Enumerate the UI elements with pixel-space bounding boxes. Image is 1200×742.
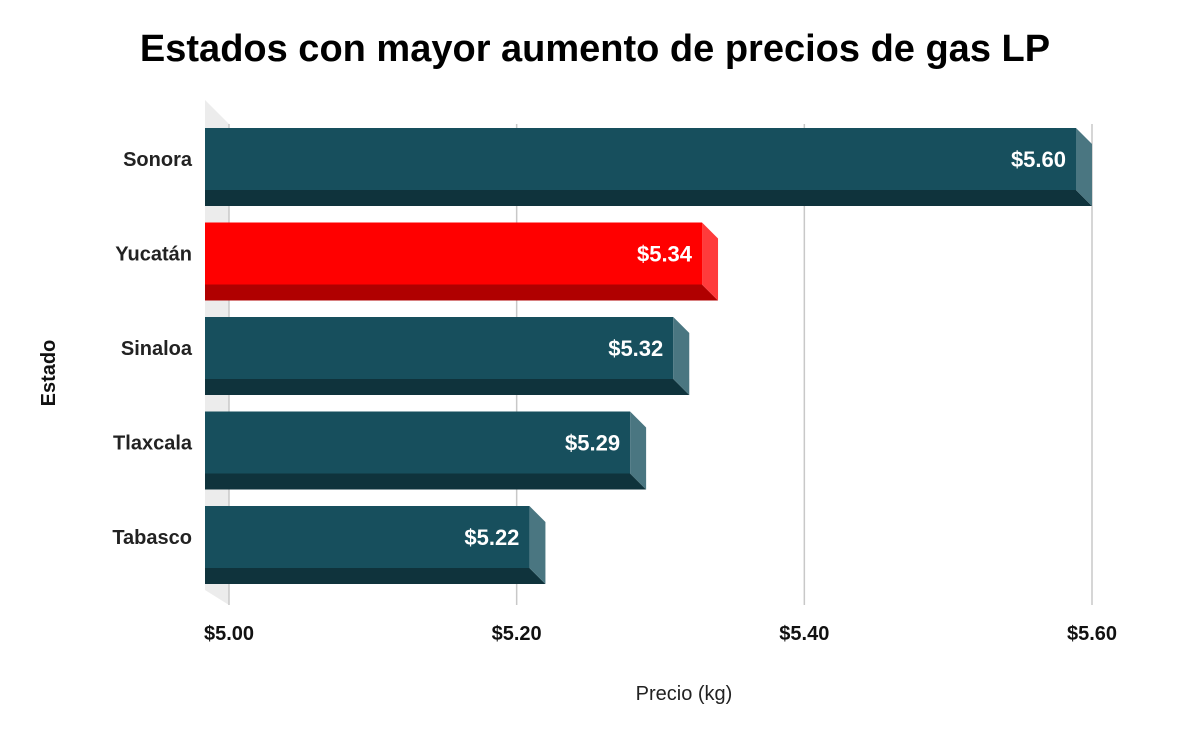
bar-bottom-face — [205, 568, 546, 584]
bar-tlaxcala — [205, 411, 647, 490]
bars: $5.60 $5.34 $5.32 $5.29 $5.22 — [205, 128, 1092, 584]
bar-side-face — [673, 317, 690, 395]
category-label: Sonora — [123, 149, 193, 171]
data-label: $5.34 — [637, 242, 693, 267]
bar-face — [205, 506, 530, 568]
x-tick-labels: $5.00 $5.20 $5.40 $5.60 — [204, 623, 1117, 645]
bar-face — [205, 222, 703, 285]
bar-face — [205, 128, 1076, 190]
bar-bottom-face — [205, 379, 690, 395]
chart-title: Estados con mayor aumento de precios de … — [139, 28, 1051, 70]
data-label: $5.29 — [565, 431, 620, 456]
x-tick-label: $5.60 — [1067, 623, 1117, 645]
data-label: $5.60 — [1011, 147, 1066, 172]
bar-bottom-face — [205, 473, 647, 490]
y-axis-title: Estado — [38, 340, 60, 407]
category-label: Tabasco — [112, 527, 192, 549]
bar-bottom-face — [205, 190, 1092, 206]
x-tick-label: $5.20 — [492, 623, 542, 645]
bar-yucatán — [205, 222, 719, 301]
bar-side-face — [702, 222, 719, 301]
bar-face — [205, 317, 674, 379]
bar-sonora — [205, 128, 1092, 206]
bar-sinaloa — [205, 317, 690, 395]
data-label: $5.22 — [464, 525, 519, 550]
bar-side-face — [529, 506, 546, 584]
category-labels: Sonora Yucatán Sinaloa Tlaxcala Tabasco — [112, 149, 193, 549]
x-tick-label: $5.40 — [779, 623, 829, 645]
bar-side-face — [630, 411, 647, 490]
x-tick-label: $5.00 — [204, 623, 254, 645]
category-label: Sinaloa — [121, 338, 193, 360]
data-label: $5.32 — [608, 336, 663, 361]
category-label: Tlaxcala — [113, 433, 193, 455]
category-label: Yucatán — [115, 244, 192, 266]
x-axis-title: Precio (kg) — [636, 683, 733, 705]
bar-tabasco — [205, 506, 546, 584]
bar-bottom-face — [205, 284, 719, 301]
bar-face — [205, 411, 631, 474]
bar-side-face — [1076, 128, 1092, 206]
